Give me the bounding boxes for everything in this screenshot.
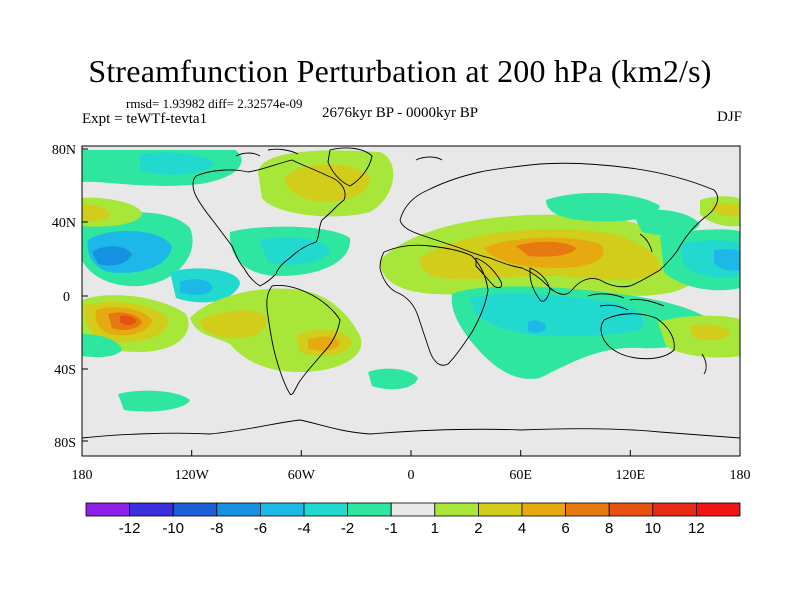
contour-region [140,152,215,175]
colorbar-swatch [390,502,436,517]
colorbar-level-label: 1 [431,520,439,537]
colorbar-level-label: 2 [474,520,482,537]
colorbar-level-label: 6 [561,520,569,537]
lat-label-80s: 80S [54,436,76,451]
coastline-arctic-islands [235,148,443,161]
colorbar-swatch [259,502,305,517]
colorbar-level-label: 8 [605,520,613,537]
coastline-japan [639,233,653,253]
lat-label-40n: 40N [52,216,76,231]
time-period-label: 2676kyr BP - 0000kyr BP [322,105,479,121]
coastline-greenland [327,147,373,187]
colorbar-level-label: -4 [297,520,310,537]
lon-label-180w: 180 [72,468,93,483]
latitude-labels: 80N 40N 0 40S 80S [52,143,76,451]
contour-region [82,334,122,358]
map-title: Streamfunction Perturbation at 200 hPa (… [88,53,712,89]
coastline-north-america [192,159,346,287]
lon-label-120e: 120E [616,468,646,483]
contour-region [284,164,371,202]
rmsd-diff-stats: rmsd= 1.93982 diff= 2.32574e-09 [126,96,303,111]
colorbar-level-label: -10 [162,520,184,537]
contour-region [308,336,340,351]
experiment-label: Expt = teWTf-tevta1 [82,111,208,127]
coastline-australia [600,313,675,360]
lat-label-0: 0 [63,290,70,305]
contour-region [200,310,267,339]
contour-region [516,241,576,257]
coastlines [82,147,740,439]
coastline-india [529,267,551,302]
coastline-indonesia [587,293,665,311]
colorbar-swatch [172,502,218,517]
contour-region [632,209,700,236]
colorbar-level-label: 10 [644,520,661,537]
contour-region [92,246,132,266]
coastline-antarctica [82,419,740,439]
colorbar-swatch [434,502,479,517]
colorbar-labels: -12 -10 -8 -6 -4 -2 -1 1 2 4 6 8 10 12 [119,520,705,537]
axis-ticks [81,148,741,456]
colorbar-level-label: 12 [688,520,705,537]
colorbar-level-label: -12 [119,520,141,537]
colorbar-level-label: -6 [254,520,267,537]
coastline-arabia-india [475,257,503,289]
contour-region [260,237,330,265]
contour-region [690,324,730,341]
lat-label-80n: 80N [52,143,76,158]
lon-label-120w: 120W [175,468,210,483]
colorbar-swatch [129,502,174,517]
coastline-eurasia [399,162,718,295]
contour-region [712,203,740,217]
colorbar-swatch [696,502,741,517]
coastline-africa [379,244,489,366]
colorbar-level-label: -8 [210,520,223,537]
lon-label-60e: 60E [509,468,532,483]
colorbar-swatch [652,502,697,517]
contour-fields [82,150,740,412]
colorbar-level-label: -1 [385,520,398,537]
contour-region [470,293,644,336]
contour-region [118,390,190,412]
season-label: DJF [716,109,742,125]
colorbar-swatch [521,502,566,517]
colorbar-level-label: -2 [341,520,354,537]
contour-region [120,315,136,325]
coastline-new-zealand [701,353,707,375]
lat-label-40s: 40S [54,363,76,378]
colorbar-swatch [85,502,130,517]
colorbar [85,502,741,517]
colorbar-swatch [477,502,523,517]
colorbar-swatch [608,502,654,517]
lon-label-60w: 60W [288,468,316,483]
lon-label-0: 0 [408,468,415,483]
colorbar-level-label: 4 [518,520,526,537]
contour-region [546,192,660,222]
colorbar-swatch [303,502,348,517]
coastline-south-america [266,285,341,395]
contour-region [180,279,213,295]
contour-region [82,204,111,222]
colorbar-swatch [216,502,261,517]
contour-region [528,320,546,333]
colorbar-swatch [565,502,610,517]
colorbar-swatch [347,502,392,517]
contour-region [368,368,418,390]
contour-region [714,249,740,271]
lon-label-180e: 180 [730,468,751,483]
longitude-labels: 180 120W 60W 0 60E 120E 180 [72,468,751,483]
